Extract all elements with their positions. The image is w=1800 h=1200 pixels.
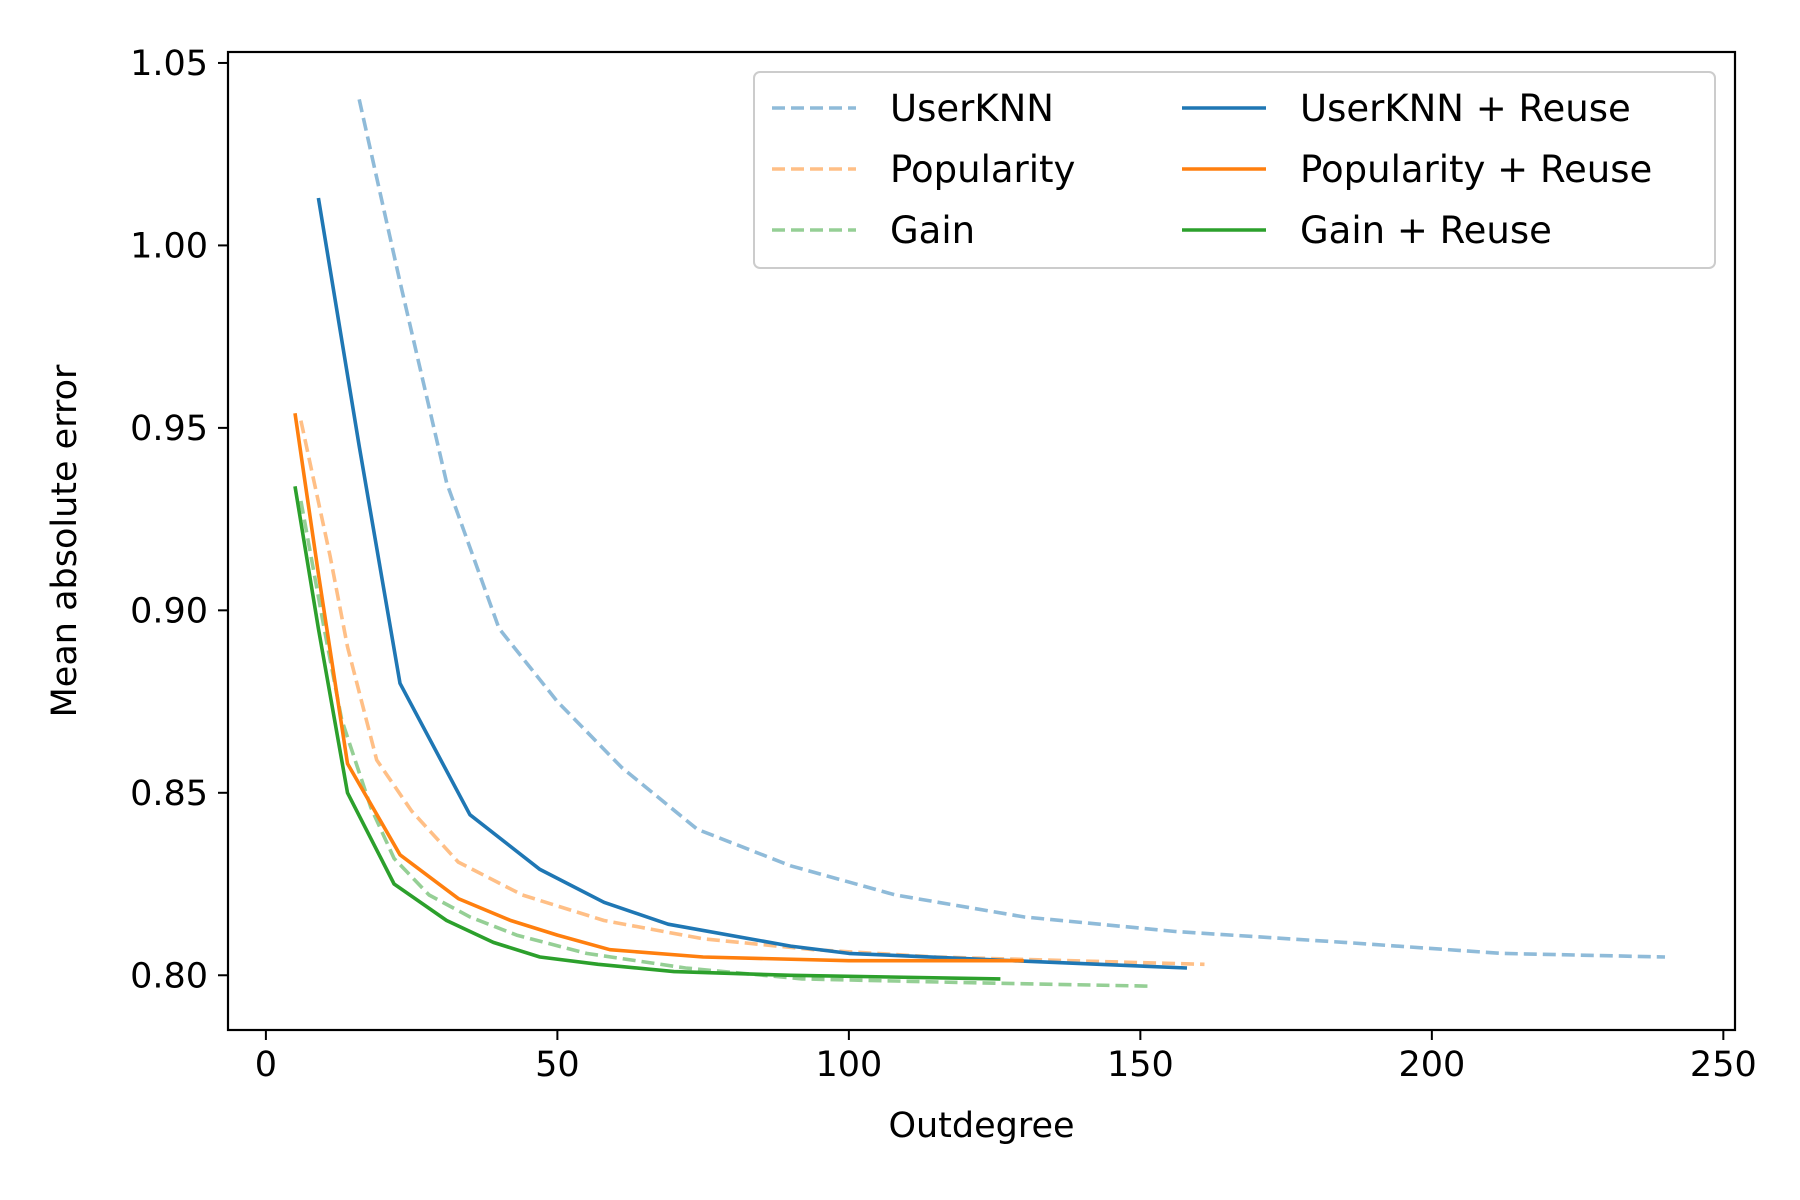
y-tick-label: 0.95: [130, 409, 208, 449]
y-tick-label: 0.85: [130, 774, 208, 814]
series-line-gain-plus-reuse: [293, 486, 1001, 981]
series-line-gain: [299, 500, 1153, 988]
x-tick-label: 150: [1107, 1045, 1174, 1085]
legend-label-popularity-plus-reuse: Popularity + Reuse: [1300, 148, 1652, 191]
x-tick-label: 0: [255, 1045, 277, 1085]
y-tick-label: 1.00: [130, 226, 208, 266]
legend-label-gain-plus-reuse: Gain + Reuse: [1300, 209, 1552, 252]
series-line-userknn-plus-reuse: [316, 197, 1188, 970]
series-line-popularity-plus-reuse: [293, 413, 1024, 963]
x-axis-label: Outdegree: [888, 1106, 1074, 1146]
series-layer: [293, 99, 1666, 988]
y-axis: 0.80 0.85 0.90 0.95 1.00 1.05: [130, 44, 228, 996]
y-tick-label: 1.05: [130, 44, 208, 84]
x-axis: 0 50 100 150 200 250: [255, 1030, 1757, 1085]
legend-label-gain: Gain: [890, 209, 975, 252]
series-line-userknn: [357, 99, 1666, 959]
legend-label-popularity: Popularity: [890, 148, 1075, 191]
y-axis-label: Mean absolute error: [45, 364, 85, 717]
y-tick-label: 0.80: [130, 956, 208, 996]
legend: UserKNN Popularity Gain UserKNN + Reuse Popu…: [753, 71, 1716, 269]
y-tick-label: 0.90: [130, 591, 208, 631]
legend-label-userknn: UserKNN: [890, 87, 1054, 130]
legend-label-userknn-plus-reuse: UserKNN + Reuse: [1300, 87, 1631, 130]
x-tick-label: 200: [1398, 1045, 1465, 1085]
x-tick-label: 50: [535, 1045, 580, 1085]
x-tick-label: 250: [1690, 1045, 1757, 1085]
plot-frame: [226, 50, 1737, 1032]
x-tick-label: 100: [815, 1045, 882, 1085]
